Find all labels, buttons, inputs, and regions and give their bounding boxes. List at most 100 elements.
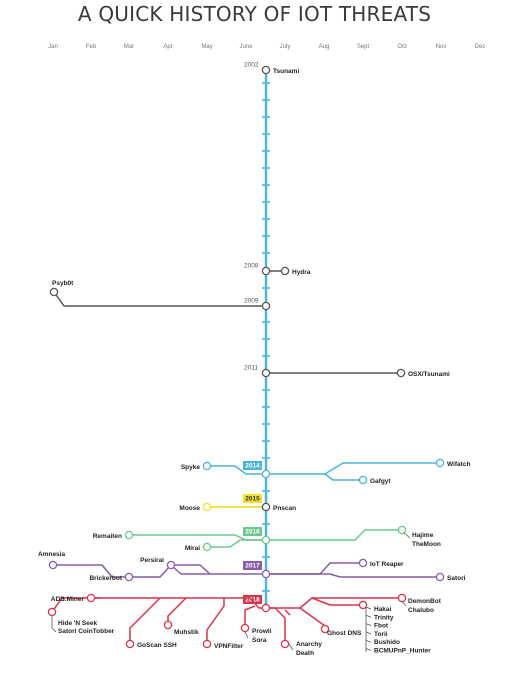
threat-label-bushido: Bushido <box>374 639 400 646</box>
brickerbot-route <box>129 564 266 578</box>
threat-label-hydra: Hydra <box>292 269 311 276</box>
threat-label-gafgyt: Gafgyt <box>370 478 391 485</box>
threat-label-wifatch: Wifatch <box>447 461 470 468</box>
tsunami-node <box>261 65 271 75</box>
month-label-july: July <box>280 44 291 50</box>
wifatch-node <box>435 458 445 468</box>
trunk-node-2017 <box>261 569 271 579</box>
threat-label-hajime: Hajime <box>412 532 434 539</box>
hide-n-seek-node <box>47 607 57 617</box>
spyke-route <box>207 465 266 475</box>
goscan-route <box>129 597 161 640</box>
iot-reaper-node <box>358 558 368 568</box>
hide-n-seek-leader <box>51 616 57 633</box>
threat-label-osx-tsunami: OSX/Tsunami <box>408 371 450 378</box>
anarchy-route <box>266 607 286 640</box>
threat-label-psyb0t: Psyb0t <box>52 280 74 287</box>
threat-label-anarchy: Anarchy <box>296 641 322 648</box>
threat-label-mirai: Mirai <box>185 545 200 552</box>
hydra-node <box>280 266 290 276</box>
brickerbot-node <box>124 572 134 582</box>
year-badge-2018 <box>243 595 262 604</box>
month-label-nov: Nov <box>436 44 447 50</box>
satori-node <box>435 572 445 582</box>
ghost-dns-node <box>320 624 330 634</box>
gafgyt-route <box>324 473 363 481</box>
persirai-route <box>170 564 210 575</box>
hajime-route <box>266 529 402 541</box>
threat-label-prowli: Prowli <box>252 628 272 635</box>
year-label-2014: 2014 <box>245 463 260 470</box>
threat-label-satori: Satori <box>447 575 466 582</box>
osx-tsunami-trunk-node <box>261 368 271 378</box>
year-label-2017: 2017 <box>245 563 260 570</box>
iot-reaper-route <box>266 562 363 575</box>
hajime-node <box>397 525 407 535</box>
threat-label-demonbot: DemonBot <box>408 598 442 605</box>
threat-label-fbot: Fbot <box>374 623 389 630</box>
satori-route <box>266 573 440 578</box>
threat-label-remaiten: Remaiten <box>93 533 122 540</box>
muhstik-node <box>163 620 173 630</box>
psyb0t-node <box>49 287 59 297</box>
year-badge-2016 <box>243 527 262 536</box>
leader-fbot <box>365 623 372 626</box>
mirai-route <box>207 539 266 548</box>
month-label-may: May <box>201 44 212 50</box>
threat-label-death: Death <box>296 650 314 657</box>
prowli-leader <box>244 631 249 639</box>
leader-trinity <box>365 614 372 618</box>
threat-label-bcmupnp-hunter: BCMUPnP_Hunter <box>374 648 431 655</box>
sora-connector <box>284 609 291 616</box>
year-badge-2015 <box>243 494 262 503</box>
month-label-dec: Dec <box>475 44 486 50</box>
threat-label-pnscan: Pnscan <box>273 505 296 512</box>
leader-torii <box>365 631 372 635</box>
psyb0t-route <box>53 291 266 307</box>
month-label-jan: Jan <box>48 44 58 50</box>
muhstik-route <box>167 597 187 622</box>
threat-label-sora: Sora <box>252 637 267 644</box>
leader-bushido <box>365 639 372 643</box>
threat-label-hakai: Hakai <box>374 606 392 613</box>
hakai-node <box>358 600 368 610</box>
demonbot-node <box>397 593 407 603</box>
year-label-2015: 2015 <box>245 496 260 503</box>
vpnfilter-route <box>206 598 225 640</box>
osx-tsunami-node <box>396 368 406 378</box>
psyb0t-trunk-node <box>261 301 271 311</box>
threat-label-trinity: Trinity <box>374 614 394 621</box>
threat-label-ghost-dns: Ghost DNS <box>327 630 362 637</box>
hydra-trunk-node <box>261 266 271 276</box>
prowli-route <box>244 605 256 625</box>
month-label-apr: Apr <box>163 44 172 50</box>
anarchy-node <box>280 639 290 649</box>
month-label-june: June <box>239 44 253 50</box>
threat-label-iot-reaper: IoT Reaper <box>370 561 404 568</box>
threat-label-spyke: Spyke <box>181 464 201 471</box>
year-label-2016: 2016 <box>245 529 260 536</box>
threat-label-brickerbot: Brickerbot <box>89 575 122 582</box>
remaiten-node <box>124 530 134 540</box>
threat-label-chalubo: Chalubo <box>408 607 434 614</box>
threat-label-adb-miner: ADB.Miner <box>51 596 85 603</box>
vpnfilter-node <box>202 639 212 649</box>
adb-miner-node <box>86 593 96 603</box>
hajime-leader <box>403 532 411 539</box>
year-label-2008: 2008 <box>244 263 259 270</box>
threat-label-persirai: Persirai <box>140 557 164 564</box>
spyke-node <box>202 461 212 471</box>
threat-label-satori-cointobber: Satori CoinTobber <box>58 628 115 635</box>
threat-label-torii: Torii <box>374 631 388 638</box>
month-label-oct: Oct <box>397 44 407 50</box>
anarchy-leader <box>288 643 294 651</box>
month-label-feb: Feb <box>86 44 97 50</box>
demonbot-route <box>266 597 402 609</box>
year-badge-2014 <box>243 461 262 470</box>
month-label-aug: Aug <box>319 44 330 50</box>
month-label-mar: Mar <box>124 44 134 50</box>
wifatch-route <box>266 462 440 475</box>
threat-label-vpnfilter: VPNFilter <box>214 643 244 650</box>
hakai-route <box>311 597 363 606</box>
ghost-dns-route <box>299 607 326 627</box>
